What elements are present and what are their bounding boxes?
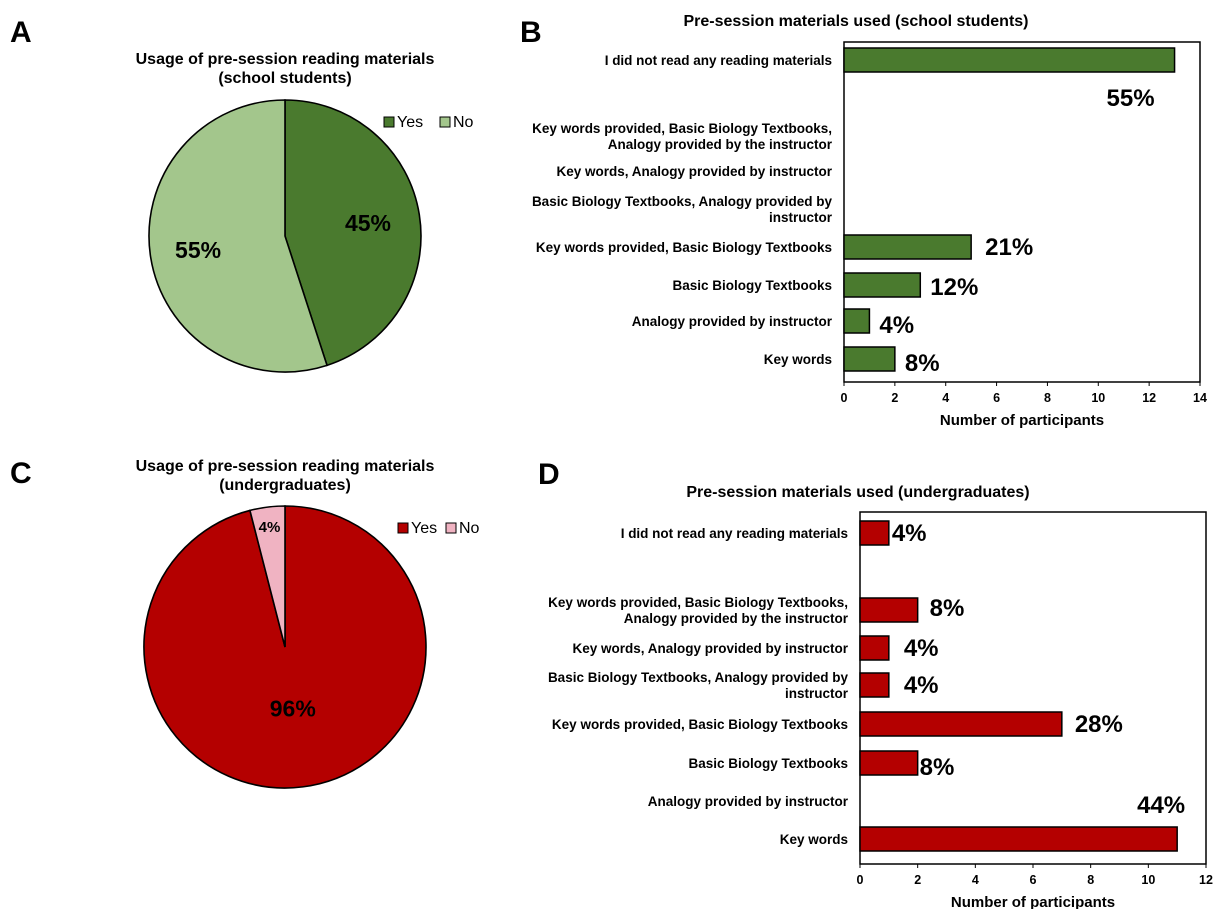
pie-slice-no (148, 99, 329, 373)
x-tick-label: 8 (1087, 873, 1094, 887)
bar (843, 272, 922, 298)
category-label: I did not read any reading materials (621, 526, 848, 541)
plot-area-frame (843, 41, 1201, 383)
category-label: Key words (780, 832, 848, 847)
pie-chart-school: Usage of pre-session reading materials (s… (136, 51, 474, 373)
legend-swatch-no (439, 116, 451, 128)
category-label: Analogy provided by instructor (632, 314, 833, 329)
x-tick-label: 0 (857, 873, 864, 887)
pie-data-label: 45% (345, 210, 391, 236)
bar-data-label: 8% (920, 754, 955, 781)
legend-swatch-yes (383, 116, 395, 128)
legend-label-no: No (453, 114, 474, 131)
category-label: Analogy provided by the instructor (608, 137, 833, 152)
bar-data-label: 4% (892, 520, 927, 547)
bar (859, 672, 890, 698)
bar-data-label: 12% (930, 274, 978, 301)
chart-title: Pre-session materials used (undergraduat… (686, 484, 1029, 501)
x-axis-label: Number of participants (940, 412, 1104, 429)
legend-label-yes: Yes (397, 114, 423, 131)
bar-data-label: 44% (1137, 792, 1185, 819)
chart-title: Usage of pre-session reading materials (136, 458, 435, 475)
chart-title: Usage of pre-session reading materials (136, 51, 435, 68)
bar (843, 234, 972, 260)
bar (859, 826, 1178, 852)
bar-data-label: 4% (904, 672, 939, 699)
bar-data-label: 55% (1107, 85, 1155, 112)
category-label: Key words provided, Basic Biology Textbo… (532, 121, 832, 136)
bar-data-label: 8% (905, 350, 940, 377)
legend-label-no: No (459, 520, 480, 537)
category-label: Key words, Analogy provided by instructo… (556, 164, 832, 179)
legend-swatch-no (445, 522, 457, 534)
x-tick-label: 10 (1091, 391, 1105, 405)
category-label: Basic Biology Textbooks, Analogy provide… (532, 194, 833, 209)
legend-label-yes: Yes (411, 520, 437, 537)
category-label: Analogy provided by instructor (648, 794, 849, 809)
category-label: Basic Biology Textbooks (672, 278, 832, 293)
pie-data-label: 96% (270, 696, 316, 722)
bar (843, 308, 871, 334)
bar (859, 597, 919, 623)
bar-data-label: 28% (1075, 711, 1123, 738)
panel-label-b: B (520, 16, 542, 49)
category-label: instructor (785, 686, 849, 701)
x-tick-label: 2 (914, 873, 921, 887)
bar (843, 47, 1176, 73)
x-tick-label: 6 (993, 391, 1000, 405)
pie-slice-no (248, 505, 286, 648)
pie-data-label: 55% (175, 237, 221, 263)
category-label: I did not read any reading materials (605, 53, 832, 68)
pie-data-label: 4% (259, 519, 281, 536)
x-tick-label: 14 (1193, 391, 1207, 405)
x-tick-label: 2 (891, 391, 898, 405)
bar-chart-undergraduates: Pre-session materials used (undergraduat… (548, 484, 1213, 909)
pie-slice-yes (284, 99, 422, 367)
bar (843, 346, 896, 372)
x-tick-label: 12 (1199, 873, 1213, 887)
category-label: Analogy provided by the instructor (624, 611, 849, 626)
x-tick-label: 4 (942, 391, 949, 405)
category-label: Basic Biology Textbooks, Analogy provide… (548, 670, 849, 685)
bar (859, 750, 919, 776)
category-label: Basic Biology Textbooks (688, 756, 848, 771)
panel-label-c: C (10, 457, 32, 490)
x-tick-label: 6 (1030, 873, 1037, 887)
bar-data-label: 21% (985, 234, 1033, 261)
chart-title: (undergraduates) (219, 477, 351, 494)
panel-label-d: D (538, 458, 560, 491)
bar-chart-school: Pre-session materials used (school stude… (532, 13, 1207, 429)
x-tick-label: 4 (972, 873, 979, 887)
x-tick-label: 8 (1044, 391, 1051, 405)
category-label: Key words, Analogy provided by instructo… (572, 641, 848, 656)
x-tick-label: 0 (841, 391, 848, 405)
category-label: Key words (764, 352, 832, 367)
bar (859, 635, 890, 661)
bar (859, 711, 1063, 737)
category-label: Key words provided, Basic Biology Textbo… (536, 240, 832, 255)
chart-title: Pre-session materials used (school stude… (684, 13, 1029, 30)
chart-title: (school students) (218, 70, 351, 87)
category-label: Key words provided, Basic Biology Textbo… (552, 717, 848, 732)
category-label: Key words provided, Basic Biology Textbo… (548, 595, 848, 610)
pie-chart-undergraduates: Usage of pre-session reading materials (u… (136, 458, 480, 789)
bar-data-label: 8% (930, 595, 965, 622)
x-axis-label: Number of participants (951, 894, 1115, 909)
x-tick-label: 10 (1141, 873, 1155, 887)
x-tick-label: 12 (1142, 391, 1156, 405)
bar-data-label: 4% (879, 312, 914, 339)
bar-data-label: 4% (904, 635, 939, 662)
panel-label-a: A (10, 16, 32, 49)
category-label: instructor (769, 210, 833, 225)
bar (859, 520, 890, 546)
legend-swatch-yes (397, 522, 409, 534)
